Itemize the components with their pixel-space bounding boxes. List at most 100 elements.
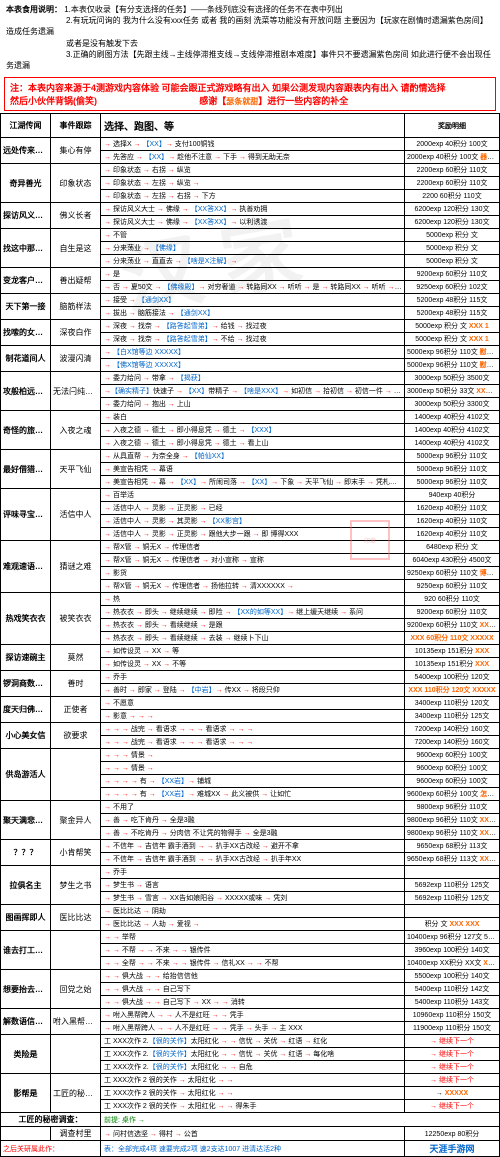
chapter-cell: 解数语信的人 [1, 1009, 51, 1035]
reward-cell: 9650exp 68积分 113文 [405, 840, 500, 853]
reward-cell: 5200exp 48积分 115文 [405, 307, 500, 320]
chapter-cell [1, 1127, 51, 1141]
event-cell [51, 1035, 101, 1074]
prereq-text: 前提: 桌作 → [101, 1113, 500, 1127]
reward-cell: 9800exp 96积分 110文 XXXXX [405, 827, 500, 840]
choice-cell: → 拔出 → 脑筋接法 → 【通剑XX】 [101, 307, 405, 320]
event-cell: 波漫闪清 [51, 346, 101, 372]
reward-cell: 1620exp 40积分 110文 [405, 502, 500, 515]
footer-row: 之后关研属此作：表：全部完成4项 速要完成2项 速2支达1007 进清达活2种天… [1, 1141, 500, 1157]
reward-cell: 5000exp 积分 文 XXX 1 [405, 333, 500, 346]
table-row: 调查村里→ 问村信选坚 → 得村 → 公首12250exp 80积分 [1, 1127, 500, 1141]
notes-label: 本表食用说明： [6, 5, 62, 14]
reward-cell: → 继续下一个 [405, 1100, 500, 1113]
reward-cell: 1400exp 40积分 4102文 [405, 411, 500, 424]
reward-cell: 6040exp 430积分 4500文 [405, 554, 500, 567]
choice-cell: → 探访风义大士 → 佛缘 → 【XX答XX】→ 执善劝拥 [101, 203, 405, 216]
chapter-cell: 评味寻宝红满天 [1, 489, 51, 541]
reward-cell: 920 60积分 110文 [405, 593, 500, 606]
choice-cell: → 热衣衣 → 即头 → 继续继续 → 即险 → 【XX的如等XX】→ 继上缓天… [101, 606, 405, 619]
choice-cell: → 问村信选坚 → 得村 → 公首 [101, 1127, 405, 1141]
event-cell: 医比比达 [51, 905, 101, 931]
chapter-cell: 拉俱名主 [1, 866, 51, 905]
reward-cell: 2200 60积分 110文 [405, 190, 500, 203]
note-2: 2.有玩玩问询的 我为什么没有xxx任务 或者 我的画刻 洗菜等功能没有开放问题… [6, 16, 488, 36]
table-row: ？？？小肯帮笑→ 不信年 → 吉信年 霸手酒到 → → 扒手XX古改经 → 避开… [1, 840, 500, 853]
choice-cell: → 活信中人 → 灵影 → 正灵影 → 已经 [101, 502, 405, 515]
chapter-cell: 图画挥即人 [1, 905, 51, 931]
choice-cell: → 如传设灵 → XX → 不等 [101, 658, 405, 671]
choice-cell: → 装白 [101, 411, 405, 424]
header-row: 江湖传闻 事件跟踪 选择、跑图、等 奖励明细 [1, 114, 500, 138]
chapter-cell: 聚天满悲诈 聚金异人 [1, 801, 51, 840]
choice-cell: → 乔手 [101, 866, 405, 879]
choice-cell: → 委力给问 → 带拿 → 【揭获】 [101, 372, 405, 385]
reward-cell: 5000exp 积分 文 [405, 242, 500, 255]
reward-cell: 9200exp 60积分 110文 [405, 606, 500, 619]
event-cell [51, 749, 101, 801]
reward-cell: 3400exp 110积分 125文 [405, 710, 500, 723]
reward-cell: 10400exp 96积分 127文 5400铜钱 [405, 931, 500, 944]
reward-cell: 5000exp 96积分 110文 慰品片干 [405, 346, 500, 359]
choice-cell: → 百举活 [101, 489, 405, 502]
choice-cell: → 分来荡业 → 直直去 → 【啥是X注解】→ [101, 255, 405, 268]
choice-cell: → 医比比达 → 人劫 → 爱视 → [101, 918, 405, 931]
event-cell: 被笑衣衣 [51, 593, 101, 645]
reward-cell: 9250exp 60积分 102文 [405, 281, 500, 294]
warning-line2b: 感谢【 [199, 96, 226, 106]
reward-cell: 5400exp 110积分 143文 [405, 996, 500, 1009]
chapter-cell: 探访速碗主 [1, 645, 51, 671]
note-3: 3.正确的刷图方法【先跟主线→主线停滞推支线→支线停滞推剧本难度】事件只不要遗漏… [6, 50, 491, 70]
chapter-cell: 度天归佛的背音 [1, 697, 51, 723]
page-container: 汉家 本表食用说明： 1.本表仅收录【有分支选择的任务】——条线列底没有选择的任… [0, 0, 500, 1157]
choice-cell: → → 不帮 → → 不来 → → 银传件 [101, 944, 405, 957]
reward-cell: 5400exp 100积分 120文 [405, 671, 500, 684]
event-cell: 佛义长者 [51, 203, 101, 229]
chapter-cell: 变龙客户找人 [1, 268, 51, 294]
reward-cell: 10135exp 151积分 XXX [405, 645, 500, 658]
choice-cell: → 医比比达 → 阴劫 [101, 905, 405, 918]
reward-cell: 5692exp 110积分 125文 [405, 879, 500, 892]
footer-label: 之后关研属此作： [1, 1141, 101, 1157]
reward-cell: → 继续下一个 [405, 1035, 500, 1048]
choice-cell: → → → 战完 → 看语求 → → → 看语求 → → → [101, 736, 405, 749]
table-row: 度天归佛的背音正使者→ 不愿意3400exp 110积分 120文 [1, 697, 500, 710]
chapter-cell: 探访风义大士 [1, 203, 51, 229]
choice-cell: →【确实精子】快速子 → 【XX】带精子 → 【啥是XXX】→ 如初信 → 拾初… [101, 385, 405, 398]
choice-cell: → 印象状态 → 左拐 → 右拐 → 下方 [101, 190, 405, 203]
event-cell: 正使者 [51, 697, 101, 723]
choice-cell: → 帮X管 → 铜无X → 传理信者 → 扬他拉转 → 清XXXXXX → [101, 580, 405, 593]
choice-cell: → 从具直帮 → 为奈全身 → 【帕仙XX】 [101, 450, 405, 463]
reward-cell: 9650exp 68积分 113文 XXXXX [405, 853, 500, 866]
reward-cell: → 继续下一个 [405, 1048, 500, 1061]
table-row: 供岛游活人→ → → 情景 →9600exp 60积分 100文 [1, 749, 500, 762]
choice-cell: → 如传设灵 → XX → 等 [101, 645, 405, 658]
footer-brand: 天涯手游网 [405, 1141, 500, 1157]
chapter-cell: 天下第一接 [1, 294, 51, 320]
prereq-label: 工匠的秘密调查： [1, 1113, 101, 1127]
table-row: 影帮是工匠的秘密调查工 XXX次作 2 很的关作 → 太阳红化 → →→ 继续下… [1, 1074, 500, 1087]
choice-cell: → 探访风义大士 → 佛缘 → 【XX答XX】→ 以利诱渡 [101, 216, 405, 229]
choice-cell: → 乔手 [101, 671, 405, 684]
choice-cell: → 热 [101, 593, 405, 606]
chapter-cell: 热戏笑衣衣 [1, 593, 51, 645]
table-row: 想要抬去棉的嗦回党之始→ → 俱大战 → → 给抬信信他5500exp 100积… [1, 970, 500, 983]
header-notes: 本表食用说明： 1.本表仅收录【有分支选择的任务】——条线列底没有选择的任务不在… [0, 0, 500, 75]
choice-cell: → 委力给问 → 抱出 → 上山 [101, 398, 405, 411]
col-chapter-header: 江湖传闻 [1, 114, 51, 138]
chapter-cell: 攻般柏远身小心 [1, 372, 51, 411]
warning-line1: 注：本表内容来源于4测游戏内容体验 可能会跟正式游戏略有出入 如果公测发现内容跟… [10, 81, 490, 94]
table-row: 攻般柏远身小心无法闩纯精芳子→ 委力给问 → 带拿 → 【揭获】3000exp … [1, 372, 500, 385]
choice-cell: → 影货 [101, 567, 405, 580]
reward-cell: 10400exp XX积分 XX文 XXXXX [405, 957, 500, 970]
reward-cell: 5692exp 110积分 125文 [405, 892, 500, 905]
event-cell: 回党之始 [51, 970, 101, 1009]
choice-cell: → → 俱大战 → → 给抬信信他 [101, 970, 405, 983]
choice-cell: → 印象状态 → 右拐 → 纵览 [101, 164, 405, 177]
chapter-cell: ？？？ [1, 840, 51, 866]
reward-cell: → 继续下一个 [405, 1074, 500, 1087]
choice-cell: → 是 [101, 268, 405, 281]
note-1: 1.本表仅收录【有分支选择的任务】——条线列底没有选择的任务不在表中列出 [64, 5, 343, 14]
choice-cell: → 入夜之德 → 德土 → 即小得息凭 → 德土 → 【XXX】 [101, 424, 405, 437]
choice-cell: 工 XXX次作 2.【很的关作】太阳红化 → → 信忧 → 关优 → 红语 → … [101, 1048, 405, 1061]
